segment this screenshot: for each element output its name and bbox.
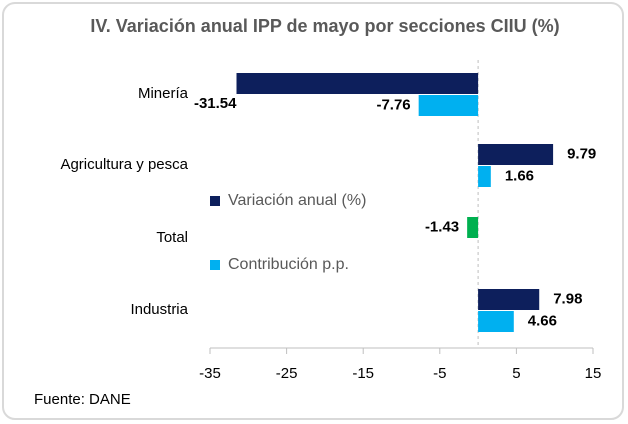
- y-tick-label: Minería: [138, 85, 189, 102]
- bar: [236, 73, 479, 94]
- value-label: 7.98: [553, 290, 582, 307]
- x-tick-label: -15: [352, 365, 374, 382]
- x-tick-label: 15: [585, 365, 602, 382]
- value-label: 9.79: [567, 145, 596, 162]
- legend-swatch: [210, 260, 220, 270]
- y-tick-label: Agricultura y pesca: [60, 156, 188, 173]
- x-tick-label: -5: [433, 365, 446, 382]
- legend-label: Contribución p.p.: [228, 256, 349, 273]
- bar: [478, 311, 514, 332]
- bar: [467, 217, 479, 238]
- legend-item: Contribución p.p.: [210, 254, 398, 276]
- x-tick-label: -35: [199, 365, 221, 382]
- value-label: 4.66: [528, 312, 557, 329]
- bar: [478, 166, 491, 187]
- legend-swatch: [210, 196, 220, 206]
- y-tick-label: Total: [156, 229, 188, 246]
- bar: [478, 144, 554, 165]
- value-label: -1.43: [425, 218, 459, 235]
- x-tick-label: -25: [276, 365, 298, 382]
- bar: [418, 95, 479, 116]
- value-label: 1.66: [505, 167, 534, 184]
- value-label: -31.54: [194, 95, 237, 112]
- x-tick-label: 5: [512, 365, 520, 382]
- chart-title: IV. Variación anual IPP de mayo por secc…: [90, 16, 560, 36]
- legend-label: Variación anual (%): [228, 192, 367, 209]
- source: Fuente: DANE: [34, 391, 131, 408]
- value-label: -7.76: [376, 96, 410, 113]
- bar: [478, 289, 540, 310]
- legend-item: Variación anual (%): [210, 190, 398, 212]
- y-tick-label: Industria: [130, 301, 188, 318]
